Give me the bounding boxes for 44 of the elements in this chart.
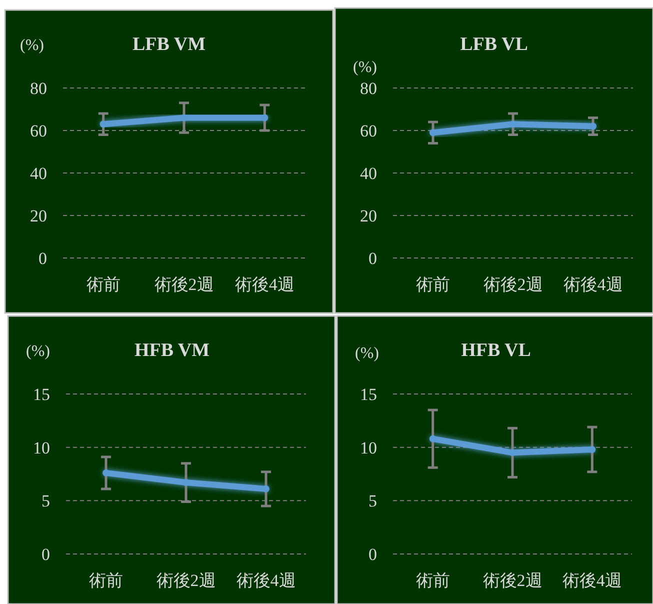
- y-tick-label: 60: [30, 122, 47, 140]
- x-tick-label: 術後2週: [154, 275, 214, 294]
- y-axis-title: (%): [353, 59, 377, 76]
- y-tick-label: 10: [360, 438, 377, 458]
- x-tick-label: 術前: [416, 275, 450, 294]
- point: [510, 120, 516, 128]
- x-tick-label: 術後2週: [482, 571, 542, 590]
- y-tick-label: 15: [33, 385, 50, 404]
- y-tick-label: 20: [30, 206, 47, 226]
- x-tick-label: 術前: [86, 275, 120, 294]
- point: [430, 129, 436, 136]
- y-tick-label: 20: [360, 206, 377, 226]
- point: [102, 469, 110, 476]
- y-tick-label: 40: [360, 164, 377, 183]
- y-tick-label: 0: [368, 249, 377, 268]
- y-tick-label: 15: [360, 385, 377, 404]
- chart-title: LFB VM: [132, 34, 206, 55]
- point: [262, 485, 270, 492]
- chart-title: HFB VM: [134, 340, 210, 361]
- y-tick-label: 0: [42, 545, 50, 564]
- y-tick-label: 5: [368, 492, 377, 511]
- y-tick-label: 5: [42, 492, 50, 511]
- point: [429, 435, 436, 442]
- y-axis-title: (%): [20, 37, 44, 54]
- y-tick-label: 0: [38, 249, 47, 268]
- x-tick-label: 術後4週: [234, 275, 294, 294]
- x-tick-label: 術前: [89, 571, 123, 590]
- x-tick-label: 術後4週: [563, 275, 623, 294]
- y-tick-label: 60: [360, 122, 377, 140]
- x-tick-label: 術後4週: [236, 571, 296, 590]
- chart-title: LFB VL: [460, 34, 528, 55]
- x-tick-label: 術後4週: [562, 571, 622, 590]
- chart-title: HFB VL: [461, 340, 531, 361]
- x-tick-label: 術後2週: [483, 275, 543, 294]
- y-tick-label: 40: [30, 164, 47, 183]
- y-tick-label: 10: [33, 438, 50, 458]
- y-axis-title: (%): [26, 343, 50, 360]
- y-tick-label: 0: [368, 545, 377, 564]
- y-tick-label: 80: [360, 79, 377, 98]
- point: [182, 479, 190, 486]
- x-tick-label: 術後2週: [156, 571, 216, 590]
- x-tick-label: 術前: [416, 571, 450, 590]
- y-axis-title: (%): [355, 345, 379, 362]
- y-tick-label: 80: [30, 79, 47, 98]
